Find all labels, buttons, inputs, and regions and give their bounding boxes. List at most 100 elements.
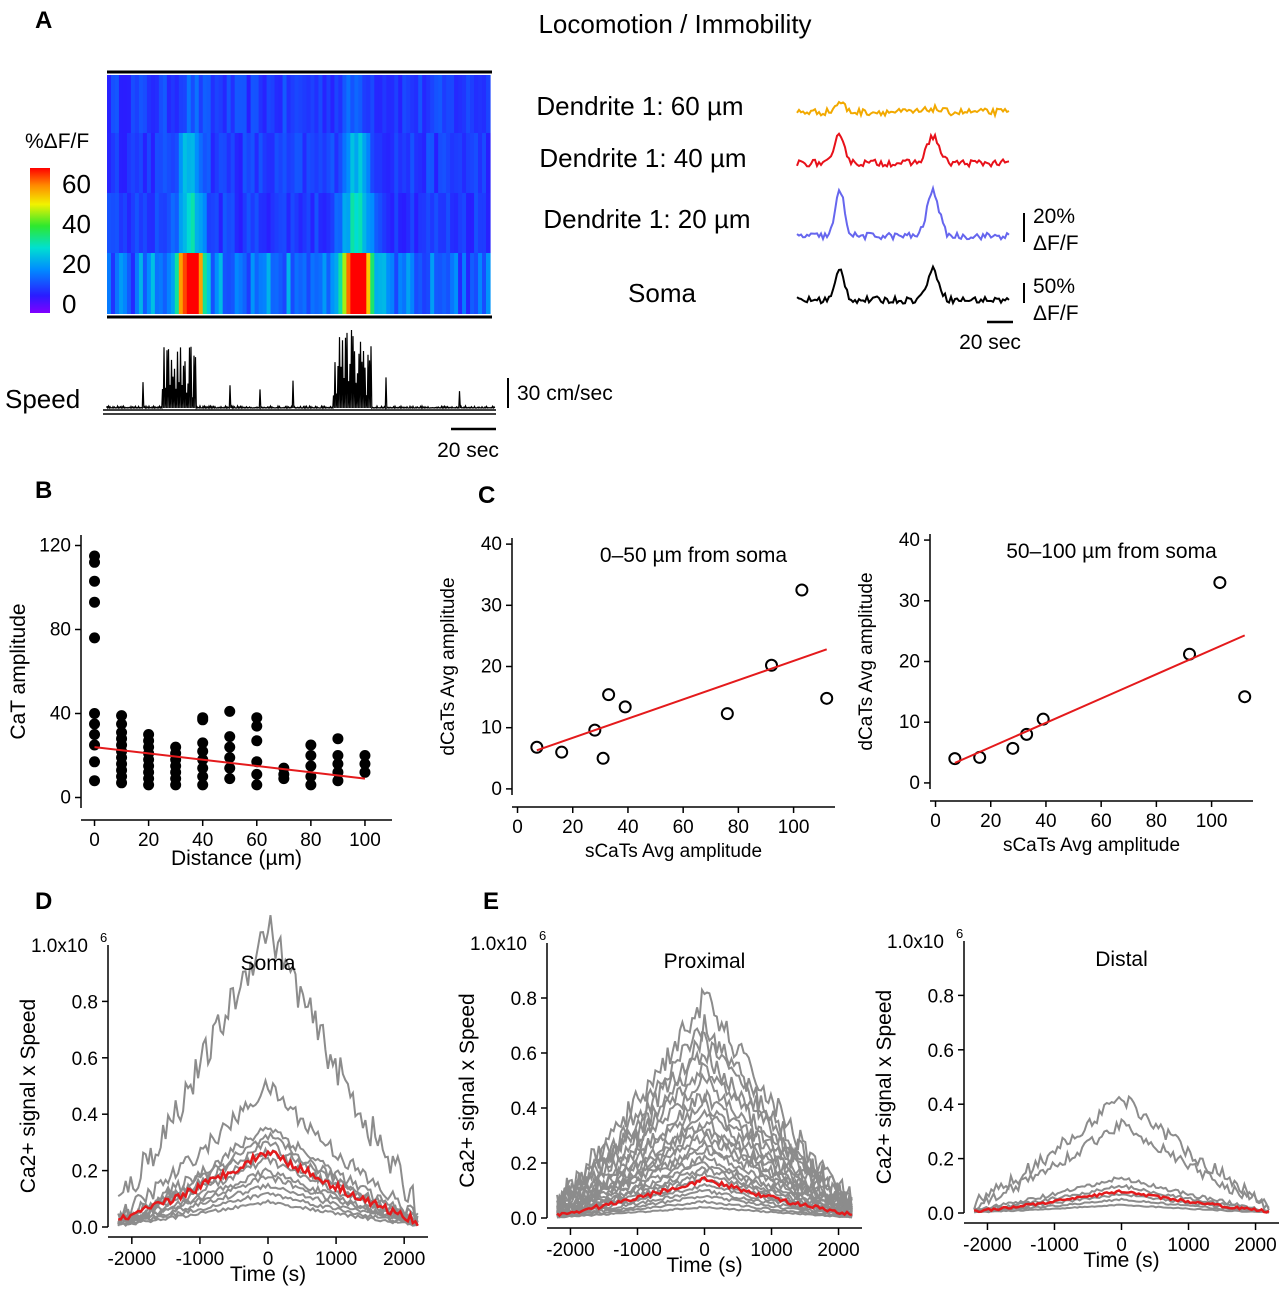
heatmap-cell: [338, 133, 343, 193]
heatmap-cell: [246, 253, 252, 314]
heatmap-cell: [374, 75, 379, 133]
heatmap-cell: [486, 253, 491, 314]
heatmap-cell: [414, 133, 419, 193]
heatmap-cell: [442, 133, 447, 193]
heatmap-cell: [426, 193, 431, 253]
heatmap-cell: [222, 75, 228, 133]
heatmap-cell: [398, 133, 403, 193]
panel-label-d: D: [35, 888, 52, 915]
data-point: [89, 775, 101, 787]
heatmap-cell: [154, 253, 160, 314]
heatmap-cell: [410, 133, 415, 193]
heatmap-cell: [402, 193, 407, 253]
y-tick-label: 30: [481, 595, 502, 616]
heatmap-cell: [146, 133, 152, 193]
heatmap-cell: [270, 193, 276, 253]
x-tick-label: 2000: [1234, 1235, 1276, 1256]
heatmap-cell: [310, 75, 316, 133]
heatmap-cell: [134, 133, 140, 193]
heatmap-cell: [322, 193, 328, 253]
heatmap-cell: [222, 253, 228, 314]
heatmap-cell: [154, 133, 160, 193]
data-point: [224, 762, 236, 774]
x-tick-label: 40: [192, 830, 213, 851]
heatmap-cell: [478, 253, 483, 314]
heatmap-cell: [318, 193, 324, 253]
x-tick-label: 20: [562, 817, 583, 838]
heatmap-cell: [214, 193, 220, 253]
heatmap-cell: [450, 193, 455, 253]
y-tick-label: 40: [50, 704, 71, 725]
data-point: [197, 714, 209, 726]
heatmap-cell: [342, 193, 347, 253]
heatmap-cell: [270, 133, 276, 193]
data-point: [251, 779, 263, 791]
heatmap-cell: [150, 133, 156, 193]
heatmap-cell: [418, 193, 423, 253]
heatmap-cell: [274, 75, 280, 133]
x-tick-label: 0: [89, 830, 100, 851]
heatmap-cell: [470, 75, 475, 133]
heatmap-cell: [410, 193, 415, 253]
heatmap-cell: [142, 75, 148, 133]
y-tick-label: 0.2: [511, 1154, 537, 1175]
heatmap-cell: [190, 193, 196, 253]
time-scale-label-left: 20 sec: [437, 439, 499, 462]
heatmap-cell: [434, 193, 439, 253]
heatmap-cell: [174, 193, 180, 253]
heatmap-cell: [238, 253, 244, 314]
data-point: [224, 741, 236, 753]
heatmap-cell: [122, 193, 128, 253]
heatmap-cell: [130, 133, 136, 193]
y-tick-label: 0.8: [511, 989, 537, 1010]
heatmap-cell: [326, 193, 332, 253]
data-point: [359, 758, 371, 770]
heatmap-cell: [194, 253, 200, 314]
heatmap-cell: [422, 193, 427, 253]
x-tick-label: 1000: [315, 1249, 357, 1270]
heatmap-cell: [110, 253, 116, 314]
data-point: [197, 779, 209, 791]
y-tick-label: 10: [481, 718, 502, 739]
heatmap-cell: [294, 75, 300, 133]
heatmap-cell: [142, 253, 148, 314]
heatmap-cell: [222, 193, 228, 253]
y-top-label: 1.0x10: [31, 936, 88, 957]
heatmap-cell: [466, 133, 471, 193]
data-point: [332, 733, 344, 745]
heatmap-cell: [346, 133, 351, 193]
heatmap-cell: [458, 133, 463, 193]
x-tick-label: 100: [778, 817, 810, 838]
colorbar-tick: 60: [62, 169, 91, 199]
heatmap-cell: [230, 193, 236, 253]
mean-trace: [973, 1189, 1270, 1214]
heatmap-cell: [110, 133, 116, 193]
heatmap-cell: [430, 193, 435, 253]
y-tick-label: 0.2: [72, 1162, 98, 1183]
chart-e2: 0.0 0.2 0.4 0.6 0.8 1.0x10 6 -2000 -1000 0 1000 200…: [873, 926, 1279, 1272]
heatmap-cell: [126, 253, 132, 314]
trace-scale-bot-1: 50%: [1033, 275, 1075, 298]
heatmap-cell: [306, 75, 312, 133]
y-tick-label: 80: [50, 620, 71, 641]
heatmap-cell: [382, 193, 387, 253]
chart-title: 0–50 µm from soma: [600, 544, 787, 567]
heatmap-cell: [362, 75, 367, 133]
panel-label-e: E: [483, 888, 499, 915]
y-tick-label: 0: [491, 779, 502, 800]
data-point: [251, 768, 263, 780]
heatmap-cell: [158, 133, 164, 193]
data-point: [224, 731, 236, 743]
heatmap-cell: [274, 133, 280, 193]
gray-trace: [556, 1182, 853, 1218]
heatmap-cell: [390, 75, 395, 133]
heatmap-cell: [434, 133, 439, 193]
data-point: [305, 779, 317, 791]
heatmap-cell: [426, 253, 431, 314]
heatmap-cell: [430, 75, 435, 133]
heatmap-cell: [350, 193, 355, 253]
heatmap-cell: [142, 193, 148, 253]
heatmap-cell: [314, 75, 320, 133]
heatmap-cell: [107, 193, 112, 253]
heatmap-cell: [318, 133, 324, 193]
